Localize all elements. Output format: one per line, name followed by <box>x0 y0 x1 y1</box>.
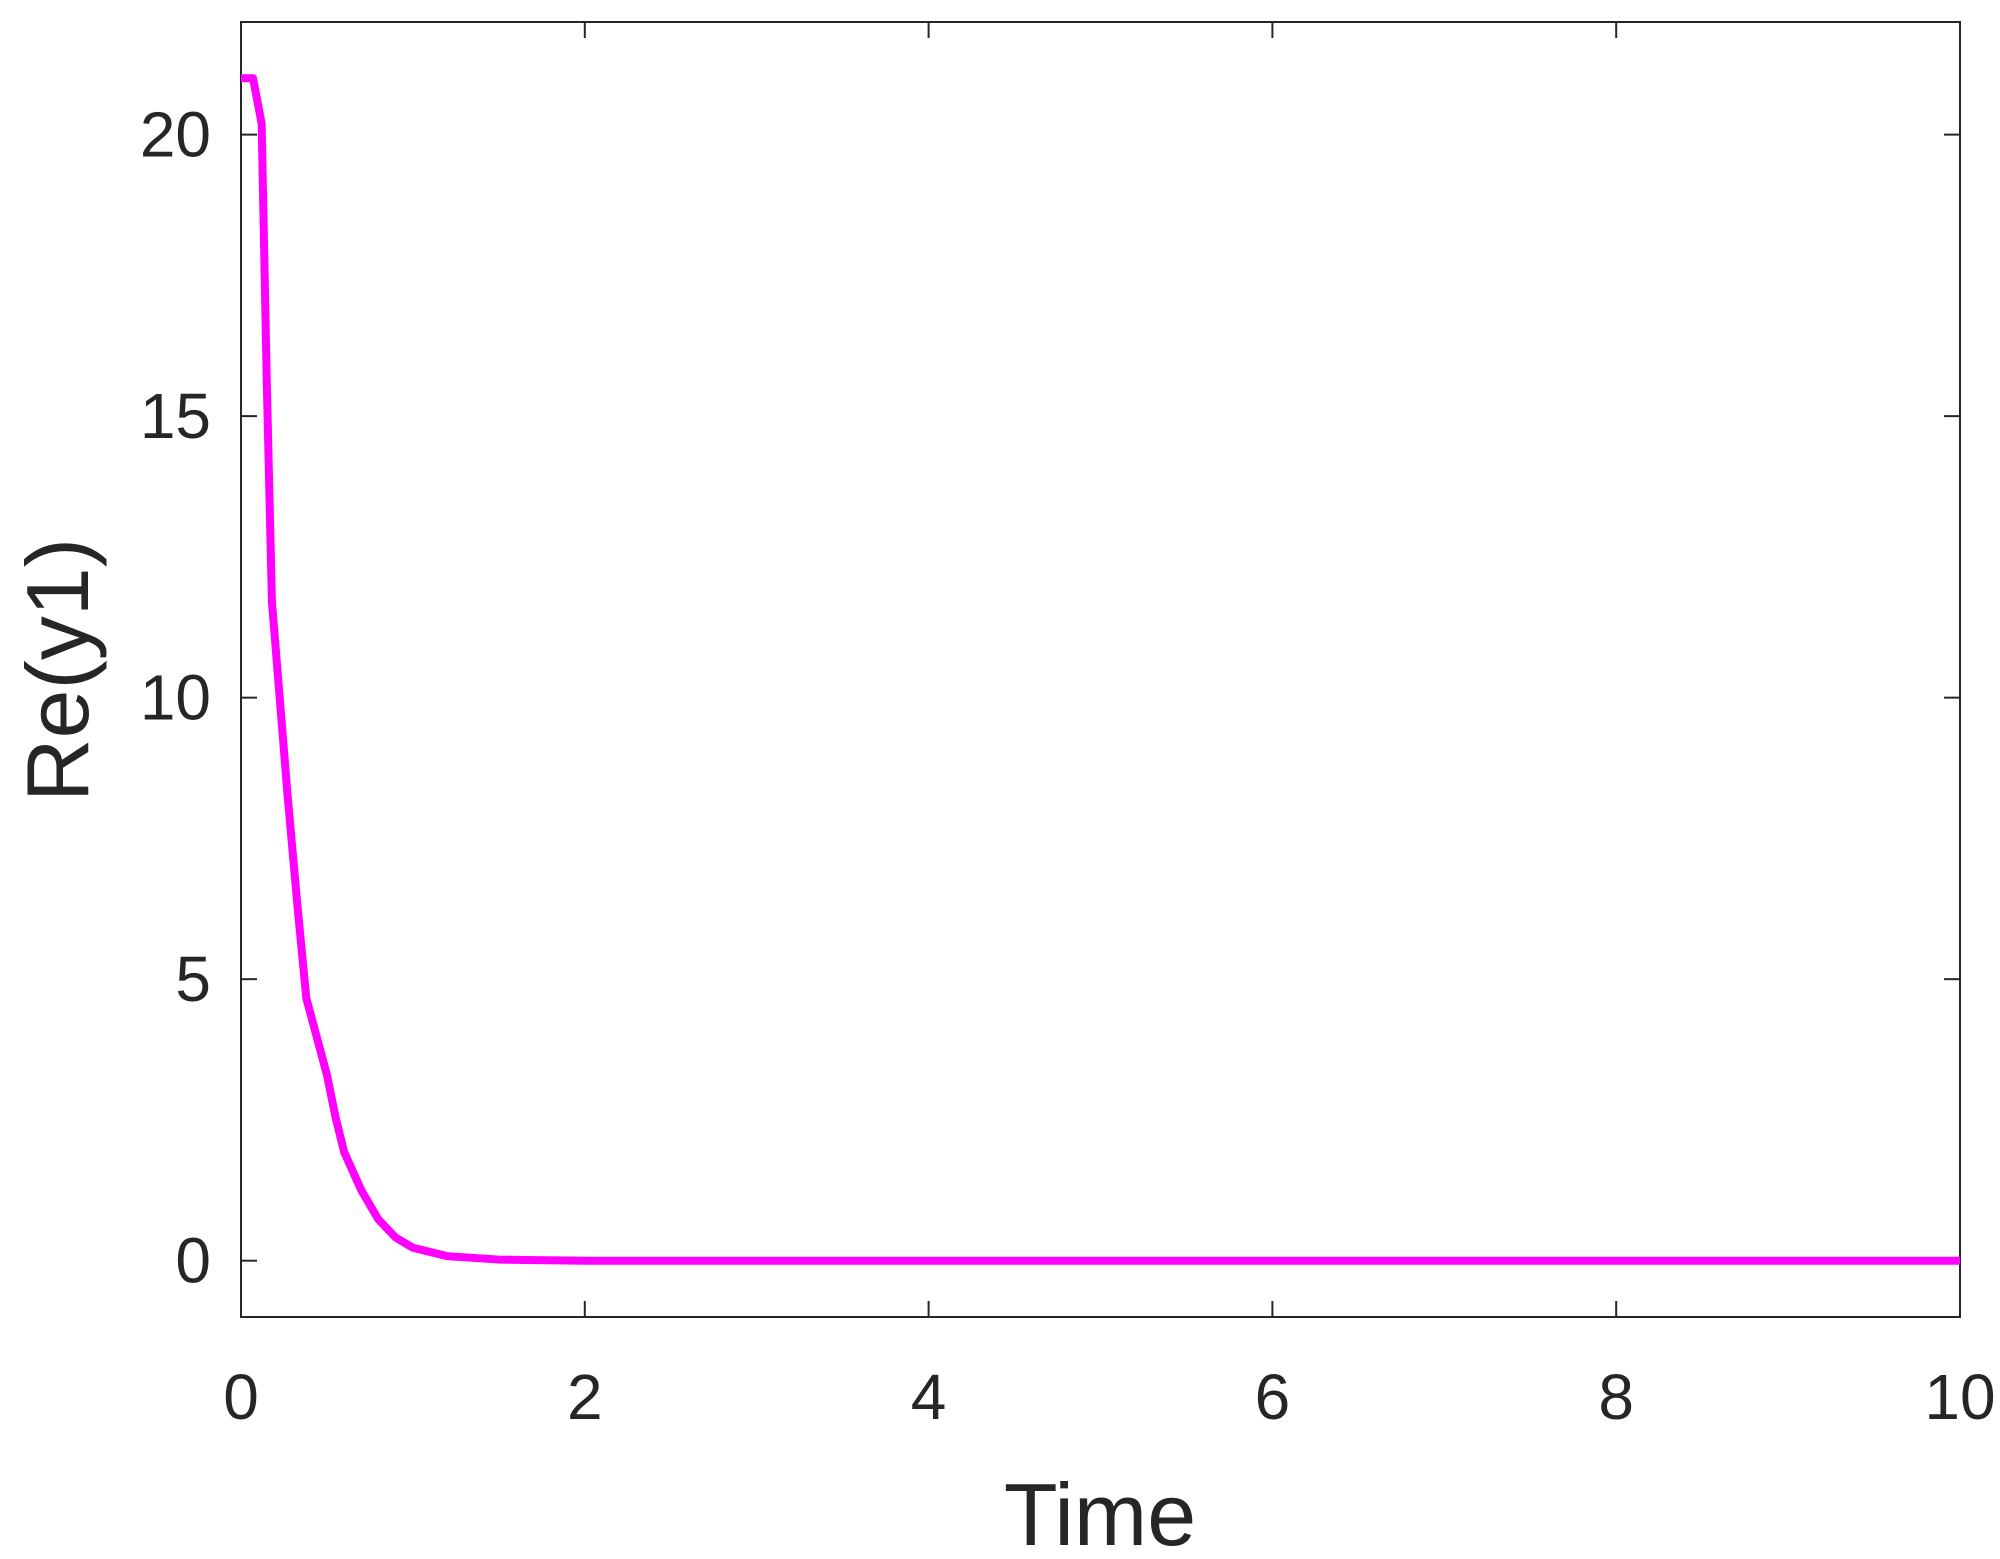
x-tick-label: 10 <box>1924 1361 1995 1433</box>
data-line <box>241 74 1960 1265</box>
y-tick-label: 15 <box>140 380 211 452</box>
y-tick-label: 20 <box>140 99 211 171</box>
x-tick-label: 4 <box>911 1361 947 1433</box>
y-tick-label: 5 <box>175 943 211 1015</box>
y-tick-label: 0 <box>175 1225 211 1297</box>
x-tick-label: 2 <box>567 1361 603 1433</box>
x-tick-label: 0 <box>223 1361 259 1433</box>
x-axis-label: Time <box>1004 1465 1196 1559</box>
plot-area <box>240 21 1961 1318</box>
y-tick-label: 10 <box>140 662 211 734</box>
x-tick-label: 6 <box>1255 1361 1291 1433</box>
y-axis-label: Re(y1) <box>8 538 107 802</box>
x-tick-label: 8 <box>1598 1361 1634 1433</box>
